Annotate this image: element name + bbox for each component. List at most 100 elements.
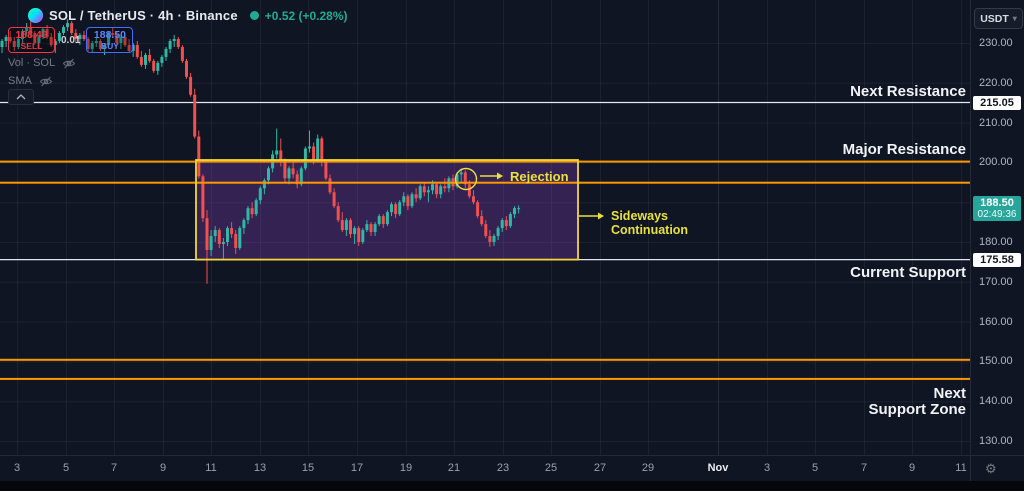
sideways-label[interactable]: Continuation: [611, 223, 688, 237]
candle-body: [467, 184, 471, 197]
candle-body: [16, 39, 20, 47]
price-tick: 180.00: [979, 236, 1013, 248]
buy-button[interactable]: 188.50 BUY: [86, 27, 134, 53]
note-label[interactable]: Major Resistance: [843, 141, 966, 158]
candle-body: [365, 224, 369, 231]
candle-body: [336, 206, 340, 221]
candle-body: [90, 43, 94, 49]
candle-body: [418, 186, 422, 199]
time-tick: 27: [593, 462, 607, 474]
candle-body: [500, 220, 504, 229]
candle-body: [74, 33, 78, 40]
time-tick: 7: [110, 462, 118, 474]
time-tick: 29: [641, 462, 655, 474]
candle-body: [476, 202, 480, 217]
indicator-volume[interactable]: Vol · SOL: [8, 57, 76, 69]
price-tick: 220.00: [979, 76, 1013, 89]
candle-body: [98, 41, 102, 49]
major-resistance-zone[interactable]: [0, 160, 970, 184]
candle-body: [258, 188, 262, 201]
indicator-volume-label: Vol · SOL: [8, 57, 56, 69]
candle-body: [439, 186, 443, 195]
currency-selector-label: USDT: [980, 12, 1009, 25]
symbol-title[interactable]: SOL / TetherUS · 4h · Binance: [49, 8, 238, 23]
candle-body: [267, 168, 270, 181]
candle-body: [373, 224, 377, 233]
note-label[interactable]: Next Resistance: [850, 83, 966, 100]
price-change: +0.52 (+0.28%): [264, 8, 348, 23]
candle-body: [431, 184, 434, 191]
time-tick: 11: [955, 462, 967, 474]
note-label[interactable]: Next: [933, 385, 966, 402]
candle-body: [135, 44, 139, 57]
candle-body: [455, 174, 459, 187]
chevron-down-icon: ▾: [1012, 14, 1017, 23]
candle-body: [94, 41, 98, 43]
sell-button[interactable]: 188.49 SELL: [8, 27, 55, 53]
bar-countdown: 02:49:36: [977, 209, 1017, 221]
price-tick: 230.00: [979, 37, 1013, 49]
eye-hidden-icon[interactable]: [62, 58, 76, 69]
time-tick: 21: [447, 462, 461, 474]
rejection-label[interactable]: Rejection: [510, 169, 569, 184]
candle-body: [29, 27, 33, 34]
time-axis[interactable]: 3 5 7 9 11 13 15 17 19 21 23 25 27 29 Nov 3 5 7 9 11: [0, 455, 970, 482]
rejection-circle[interactable]: [454, 167, 478, 191]
candle-body: [57, 33, 61, 42]
eye-hidden-icon[interactable]: [39, 76, 53, 87]
currency-selector-button[interactable]: USDT ▾: [974, 8, 1023, 29]
sell-price: 188.49: [15, 29, 48, 41]
buy-label: BUY: [100, 40, 119, 51]
candle-body: [4, 37, 8, 42]
candle-body: [70, 23, 74, 34]
candle-body: [12, 41, 16, 47]
candle-body: [291, 168, 295, 175]
indicator-sma[interactable]: SMA: [8, 75, 53, 87]
market-status-dot-icon[interactable]: [249, 11, 259, 20]
price-tick: 140.00: [979, 395, 1013, 408]
candle-body: [139, 56, 143, 65]
gear-icon[interactable]: ⚙: [985, 461, 997, 476]
time-tick: 17: [350, 462, 364, 474]
candle-body: [41, 29, 45, 38]
candle-body: [209, 236, 213, 250]
candle-body: [390, 204, 393, 213]
candle-body: [234, 234, 238, 248]
candle-body: [180, 46, 184, 61]
sideways-arrow-head: [598, 212, 604, 220]
candle-body: [349, 220, 352, 235]
candle-body: [488, 236, 492, 242]
collapse-panel-button[interactable]: [8, 89, 34, 105]
candle-body: [172, 39, 176, 42]
time-tick: 11: [205, 462, 217, 474]
resistance-price-tag: 215.05: [973, 95, 1021, 110]
candle-body: [221, 242, 225, 244]
buy-price: 188.50: [93, 29, 127, 41]
time-tick: 23: [496, 462, 510, 474]
candle-body: [344, 220, 348, 231]
candle-body: [21, 31, 24, 40]
time-tick: Nov: [707, 462, 729, 474]
time-tick: 9: [159, 462, 167, 474]
candle-body: [353, 228, 357, 235]
note-label[interactable]: Current Support: [850, 264, 966, 281]
next-support-zone[interactable]: [0, 358, 970, 380]
symbol-row: SOL / TetherUS · 4h · Binance +0.52 (+0.…: [28, 8, 348, 23]
time-tick: 5: [811, 462, 819, 474]
candle-body: [328, 178, 332, 193]
sideways-label[interactable]: Sideways: [611, 209, 668, 223]
note-label[interactable]: Support Zone: [869, 401, 967, 418]
spread-value: 0.01: [61, 34, 81, 46]
support-price-tag: 175.58: [973, 252, 1021, 267]
candle-body: [472, 196, 475, 203]
time-tick: 9: [908, 462, 916, 474]
indicator-sma-label: SMA: [8, 75, 32, 87]
candle-body: [303, 148, 307, 169]
sideways-consolidation-box-border[interactable]: [195, 159, 579, 261]
candle-body: [156, 62, 160, 71]
time-tick: 13: [253, 462, 267, 474]
candle-body: [332, 192, 336, 207]
price-axis[interactable]: USDT ▾ 230.00220.00210.00200.00190.00180…: [970, 0, 1024, 455]
candle-body: [435, 184, 439, 195]
